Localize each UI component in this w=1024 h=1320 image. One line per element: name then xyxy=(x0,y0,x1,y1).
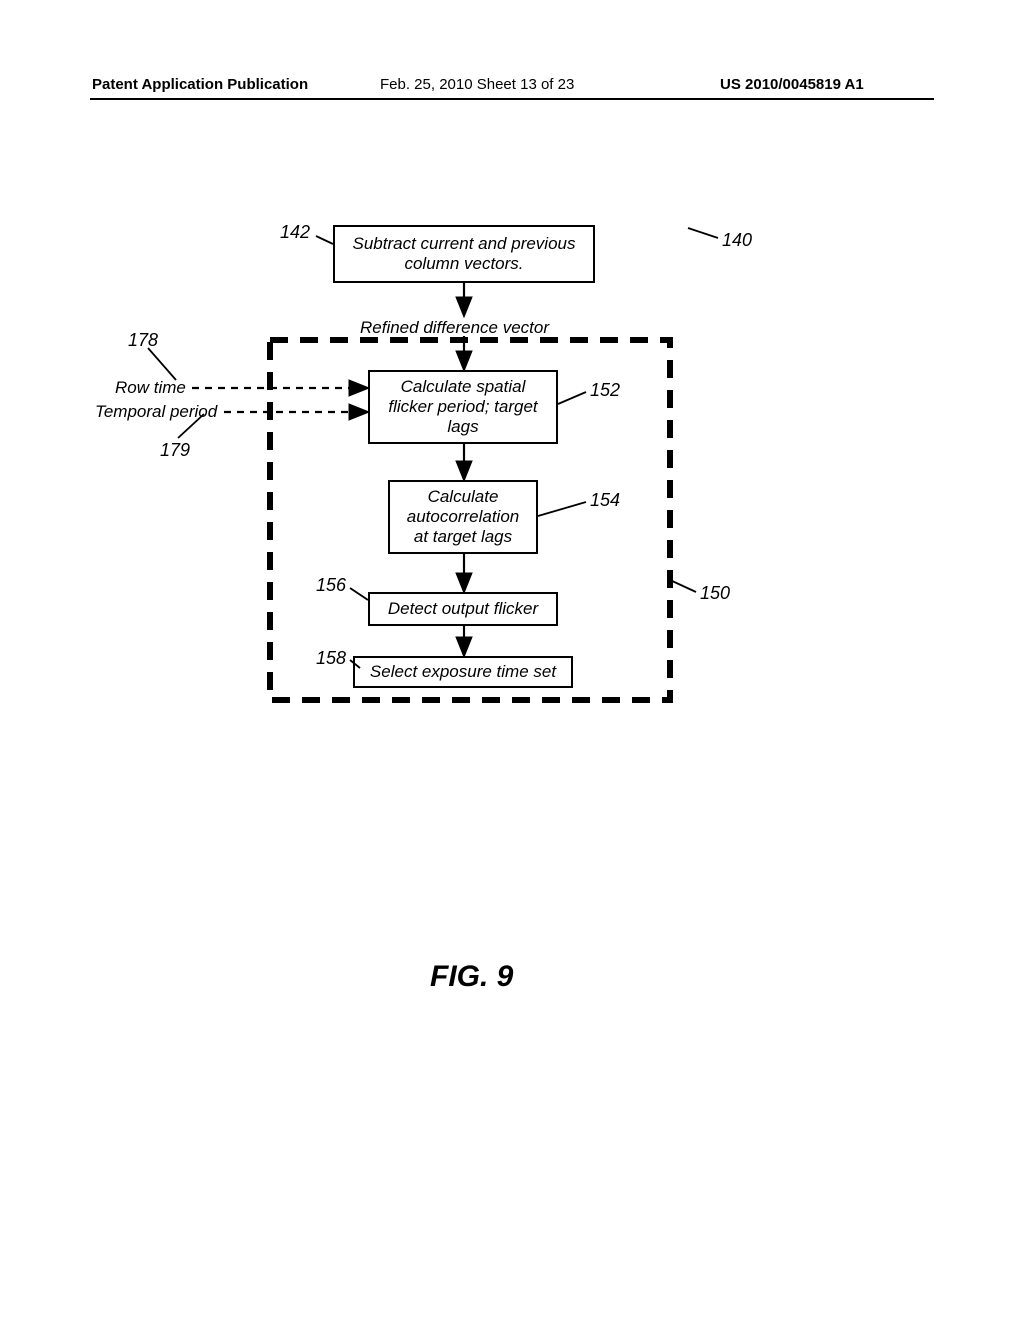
ref-140: 140 xyxy=(722,230,752,251)
box-calc-spatial-flicker: Calculate spatial flicker period; target… xyxy=(368,370,558,444)
ref-152: 152 xyxy=(590,380,620,401)
label-row-time: Row time xyxy=(115,378,186,398)
figure-caption: FIG. 9 xyxy=(430,960,513,994)
ref-158: 158 xyxy=(316,648,346,669)
box-detect-output-flicker: Detect output flicker xyxy=(368,592,558,626)
box-subtract-vectors: Subtract current and previous column vec… xyxy=(333,225,595,283)
ref-156: 156 xyxy=(316,575,346,596)
label-refined-difference-vector: Refined difference vector xyxy=(360,318,549,338)
label-temporal-period: Temporal period xyxy=(95,402,217,422)
ref-178: 178 xyxy=(128,330,158,351)
ref-154: 154 xyxy=(590,490,620,511)
page: Patent Application Publication Feb. 25, … xyxy=(0,0,1024,1320)
box-select-exposure-time: Select exposure time set xyxy=(353,656,573,688)
figure-9-diagram: Subtract current and previous column vec… xyxy=(0,0,1024,1320)
ref-150: 150 xyxy=(700,583,730,604)
ref-142: 142 xyxy=(280,222,310,243)
box-calc-autocorrelation: Calculate autocorrelation at target lags xyxy=(388,480,538,554)
ref-179: 179 xyxy=(160,440,190,461)
